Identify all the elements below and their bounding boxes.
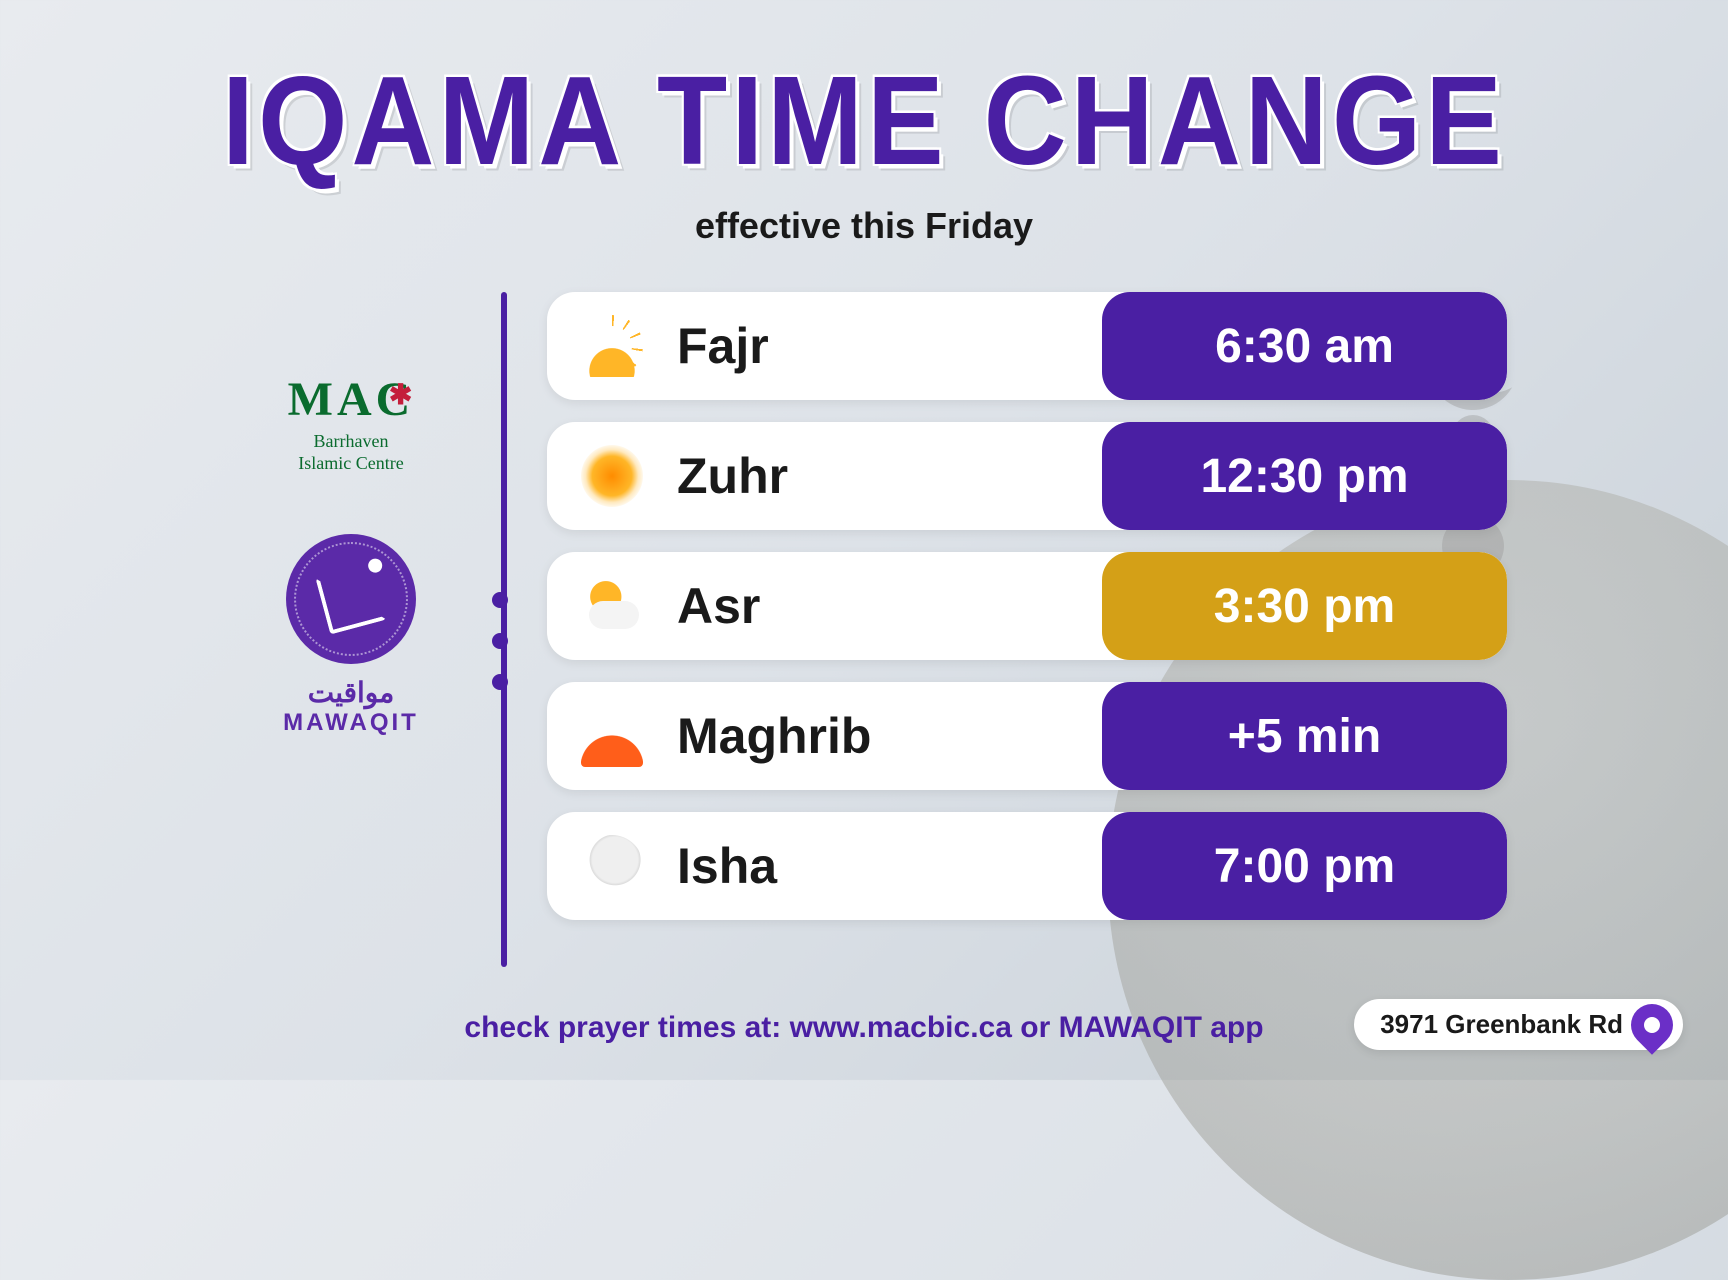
mac-logo: MAC ✱ Barrhaven Islamic Centre <box>288 372 415 474</box>
logo-sidebar: MAC ✱ Barrhaven Islamic Centre مواقيت MA… <box>221 292 481 737</box>
prayer-time-pill: +5 min <box>1102 682 1507 790</box>
prayer-row-isha: Isha 7:00 pm <box>547 812 1507 920</box>
mawaqit-logo: مواقيت MAWAQIT <box>283 534 419 737</box>
vertical-divider <box>501 292 507 967</box>
prayer-name: Fajr <box>677 317 1102 375</box>
prayer-name: Asr <box>677 577 1102 635</box>
mac-subtitle-line1: Barrhaven <box>314 431 389 451</box>
prayer-row-fajr: Fajr 6:30 am <box>547 292 1507 400</box>
maple-leaf-icon: ✱ <box>389 378 416 412</box>
prayer-row-maghrib: Maghrib +5 min <box>547 682 1507 790</box>
mawaqit-latin: MAWAQIT <box>283 709 419 737</box>
prayer-time-pill: 3:30 pm <box>1102 552 1507 660</box>
location-pin-icon <box>1622 995 1681 1054</box>
divider-dot <box>492 592 508 608</box>
page-title: IQAMA TIME CHANGE <box>222 48 1506 193</box>
sun-cloud-icon <box>581 575 643 637</box>
prayer-time-pill: 6:30 am <box>1102 292 1507 400</box>
prayer-time-pill: 7:00 pm <box>1102 812 1507 920</box>
sunrise-icon <box>581 315 643 377</box>
prayer-row-asr: Asr 3:30 pm <box>547 552 1507 660</box>
page-subtitle: effective this Friday <box>695 205 1033 247</box>
address-text: 3971 Greenbank Rd <box>1380 1009 1623 1040</box>
prayer-time-pill: 12:30 pm <box>1102 422 1507 530</box>
prayer-row-zuhr: Zuhr 12:30 pm <box>547 422 1507 530</box>
mawaqit-arabic: مواقيت <box>283 676 419 709</box>
address-pill: 3971 Greenbank Rd <box>1354 999 1683 1050</box>
moon-icon <box>581 835 643 897</box>
prayer-name: Maghrib <box>677 707 1102 765</box>
prayer-name: Isha <box>677 837 1102 895</box>
prayer-list: Fajr 6:30 am Zuhr 12:30 pm Asr 3:30 pm M… <box>547 292 1507 920</box>
divider-dot <box>492 633 508 649</box>
mawaqit-icon <box>286 534 416 664</box>
mac-subtitle-line2: Islamic Centre <box>298 453 403 473</box>
sun-icon <box>581 445 643 507</box>
sunset-icon <box>581 705 643 767</box>
divider-dot <box>492 674 508 690</box>
prayer-name: Zuhr <box>677 447 1102 505</box>
